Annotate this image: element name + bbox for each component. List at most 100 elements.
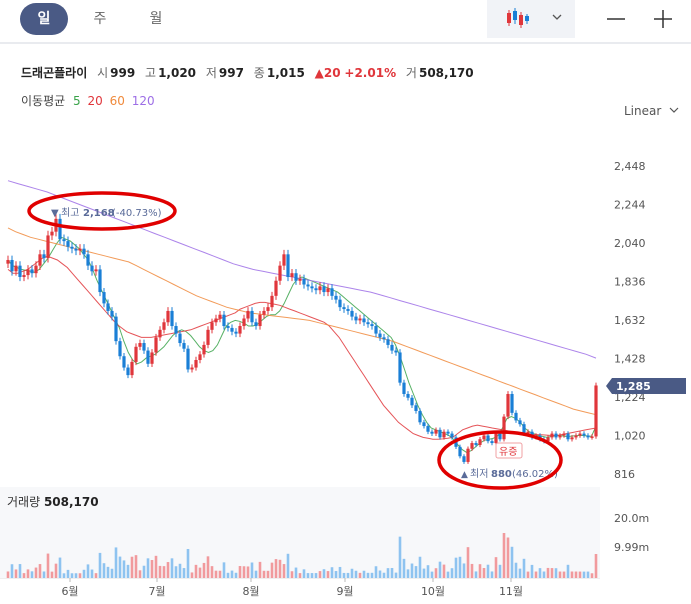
volume-bar: [126, 564, 130, 578]
tab-weekly[interactable]: 주: [93, 11, 107, 27]
candle-body: [82, 248, 86, 255]
candle-body: [258, 314, 262, 327]
candle-body: [358, 318, 362, 321]
tab-monthly[interactable]: 월: [149, 11, 163, 27]
candle-body: [142, 343, 146, 351]
volume-bar: [34, 567, 38, 578]
ma5-line: [7, 236, 597, 454]
volume-bar: [226, 572, 230, 578]
candle-body: [122, 356, 126, 368]
low-label: 저: [205, 66, 217, 80]
candle-body: [510, 393, 514, 413]
minus-icon[interactable]: [606, 9, 626, 29]
candle-body: [150, 352, 154, 364]
candle-body: [446, 431, 450, 434]
volume-bar: [314, 573, 318, 578]
volume-bar: [178, 563, 182, 578]
candle-body: [214, 318, 218, 323]
volume-bar: [6, 571, 10, 578]
volume-bar: [490, 571, 494, 578]
volume-bar: [482, 568, 486, 578]
candle-body: [506, 393, 510, 417]
close-value: 1,015: [266, 66, 305, 80]
candle-body: [66, 241, 70, 247]
candle-body: [462, 456, 466, 462]
volume-bar: [10, 564, 14, 578]
candle-body: [6, 259, 10, 264]
volume-bar: [474, 571, 478, 578]
candle-body: [178, 333, 182, 344]
candle-body: [562, 433, 566, 436]
tab-daily[interactable]: 일: [20, 3, 68, 35]
volume-bar: [274, 559, 278, 578]
volume-bar: [42, 571, 46, 578]
candle-body: [306, 284, 310, 287]
low-highlight-circle: [437, 430, 563, 490]
volume-bar: [354, 570, 358, 578]
ma-legend-120: 120: [131, 94, 155, 108]
volume-bar: [322, 569, 326, 578]
volume-bar: [538, 568, 542, 578]
open-label: 시: [97, 66, 109, 80]
volume-bar: [82, 569, 86, 578]
ma-legend-label: 이동평균: [21, 94, 66, 108]
candle-body: [270, 295, 274, 308]
volume-bar: [510, 546, 514, 578]
volume-bar: [102, 563, 106, 578]
candle-body: [90, 265, 94, 272]
candle-body: [526, 431, 530, 434]
chart-type-selector[interactable]: [487, 0, 575, 38]
change-value: ▲20: [314, 66, 341, 80]
high-highlight-circle: [27, 191, 177, 231]
volume-bar: [150, 560, 154, 578]
candle-body: [194, 360, 198, 368]
stock-name: 드래곤플라이: [21, 66, 88, 80]
candle-body: [366, 322, 370, 325]
candle-body: [210, 322, 214, 330]
y-tick-label: 1,836: [614, 276, 646, 289]
candle-body: [242, 318, 246, 327]
volume-bar: [546, 567, 550, 578]
candle-body: [314, 288, 318, 291]
candle-body: [154, 337, 158, 353]
candle-body: [370, 324, 374, 327]
ma-legend-60: 60: [109, 94, 125, 108]
candle-body: [266, 307, 270, 311]
volume-bar: [282, 564, 286, 578]
candle-body: [30, 269, 34, 274]
candle-body: [114, 316, 118, 342]
plus-icon[interactable]: [653, 9, 673, 29]
high-marker-value: 2,168: [83, 208, 115, 219]
y-tick-label: 2,448: [614, 160, 646, 173]
candle-body: [26, 269, 30, 276]
candle-body: [302, 278, 306, 285]
y-tick-label: 2,040: [614, 237, 646, 250]
scale-selector[interactable]: Linear: [624, 104, 679, 118]
volume-bar: [522, 558, 526, 578]
candle-body: [234, 331, 238, 334]
volume-bar: [54, 563, 58, 578]
volume-bar: [138, 570, 142, 578]
volume-bar: [254, 570, 258, 578]
candle-body: [238, 326, 242, 334]
candle-body: [350, 310, 354, 317]
candle-body: [202, 344, 206, 355]
volume-bar: [66, 569, 70, 578]
change-percent: +2.01%: [344, 66, 397, 80]
volume-bar: [498, 564, 502, 578]
volume-bar: [578, 571, 582, 578]
volume-bar: [106, 566, 110, 578]
candle-body: [522, 424, 526, 434]
volume-bar: [114, 547, 118, 578]
candle-body: [354, 316, 358, 321]
candle-body: [206, 329, 210, 345]
candle-body: [226, 326, 230, 328]
candle-body: [590, 436, 594, 438]
candle-body: [394, 350, 398, 353]
axis-labels: 2,448 2,244 2,040 1,836 1,632 1,428 1,224 1,020…: [61, 160, 649, 598]
candle-body: [218, 314, 222, 319]
candle-body: [458, 446, 462, 457]
volume-bar: [218, 570, 222, 578]
candle-body: [574, 435, 578, 438]
